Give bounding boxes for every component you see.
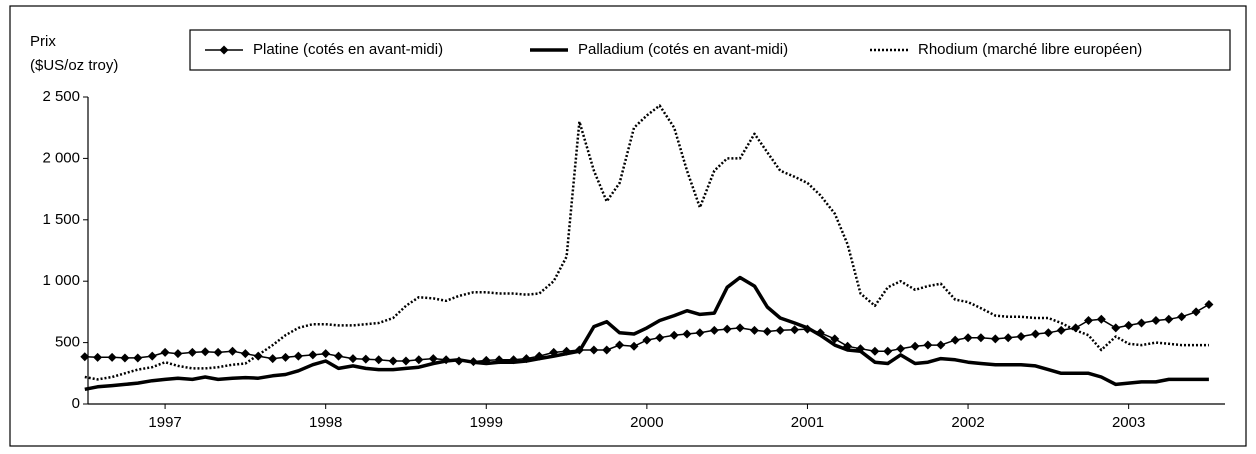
point-marker [414,355,424,365]
point-marker [682,329,692,339]
point-marker [1071,323,1081,333]
point-marker [120,353,130,363]
point-marker [762,327,772,337]
point-marker [722,324,732,334]
legend-label: Palladium (cotés en avant-midi) [578,41,788,58]
point-marker [923,340,933,350]
point-marker [1083,315,1093,325]
y-tick-label: 1 500 [42,211,80,228]
y-tick-label: 500 [55,334,80,351]
x-tick-label: 2001 [791,414,824,431]
legend-label: Platine (cotés en avant-midi) [253,41,443,58]
point-marker [1031,329,1040,339]
point-marker [669,330,679,340]
point-marker [1043,328,1053,338]
series-line [84,303,1210,363]
y-axis-label: ($US/oz troy) [30,57,118,74]
y-tick-label: 2 500 [42,88,80,105]
point-marker [401,356,411,366]
point-marker [655,333,665,343]
point-marker [883,346,893,356]
point-marker [147,351,157,361]
point-marker [1016,331,1026,341]
point-marker [1111,323,1121,333]
point-marker [200,347,210,357]
point-marker [775,325,785,335]
x-tick-label: 1998 [309,414,342,431]
legend-label: Rhodium (marché libre européen) [918,41,1142,58]
point-marker [1096,314,1106,324]
x-tick-label: 1999 [470,414,503,431]
point-marker [321,349,331,359]
point-marker [963,333,973,343]
point-marker [896,344,906,354]
point-marker [749,325,759,335]
point-marker [735,323,745,333]
point-marker [709,325,719,335]
point-marker [281,352,291,362]
point-marker [1151,315,1161,325]
point-marker [1177,312,1187,322]
point-marker [160,347,170,357]
point-marker [602,345,612,355]
point-marker [1003,333,1013,343]
point-marker [133,353,143,363]
point-marker [228,346,238,356]
point-marker [1136,318,1146,328]
point-marker [629,341,639,351]
point-marker [990,334,1000,344]
x-tick-label: 2003 [1112,414,1145,431]
point-marker [615,340,625,350]
point-marker [642,335,652,345]
series-line [84,275,1209,392]
y-tick-label: 2 000 [42,149,80,166]
point-marker [870,346,880,356]
point-marker [1164,314,1174,324]
point-marker [361,354,371,364]
point-marker [293,351,303,361]
point-marker [253,351,263,361]
point-marker [308,350,318,360]
point-marker [589,345,599,355]
point-marker [1124,320,1134,330]
point-marker [93,352,103,362]
point-marker [428,354,438,364]
y-axis-label: Prix [30,33,56,50]
legend-box [189,29,1231,71]
point-marker [950,335,960,345]
point-marker [268,354,278,364]
point-marker [1204,300,1214,310]
point-marker [187,347,197,357]
point-marker [173,349,183,359]
series-line [84,104,1209,381]
point-marker [830,334,840,344]
point-marker [240,349,250,359]
x-tick-label: 2000 [630,414,663,431]
legend-marker [219,45,229,55]
point-marker [388,356,398,366]
y-tick-label: 0 [72,395,80,412]
point-marker [348,354,358,364]
x-tick-label: 1997 [148,414,181,431]
point-marker [790,325,800,335]
point-marker [910,341,920,351]
point-marker [1056,325,1066,335]
x-tick-label: 2002 [951,414,984,431]
point-marker [334,351,344,361]
y-tick-label: 1 000 [42,272,80,289]
point-marker [936,340,946,350]
point-marker [80,352,90,362]
point-marker [1191,307,1201,317]
point-marker [976,333,986,343]
point-marker [213,347,223,357]
point-marker [107,352,117,362]
point-marker [695,328,705,338]
point-marker [374,355,384,365]
chart-frame [9,5,1247,447]
